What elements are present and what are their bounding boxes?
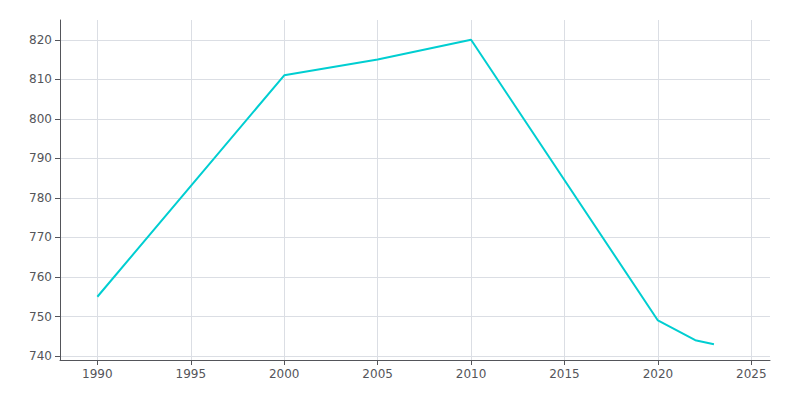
svg-text:2015: 2015 <box>549 367 580 381</box>
svg-text:810: 810 <box>29 72 52 86</box>
svg-text:820: 820 <box>29 33 52 47</box>
svg-text:1990: 1990 <box>82 367 113 381</box>
svg-text:740: 740 <box>29 349 52 363</box>
svg-text:2005: 2005 <box>362 367 393 381</box>
svg-text:770: 770 <box>29 230 52 244</box>
svg-text:750: 750 <box>29 310 52 324</box>
svg-text:790: 790 <box>29 151 52 165</box>
svg-text:2010: 2010 <box>456 367 487 381</box>
svg-text:1995: 1995 <box>176 367 207 381</box>
svg-text:800: 800 <box>29 112 52 126</box>
svg-text:780: 780 <box>29 191 52 205</box>
svg-text:760: 760 <box>29 270 52 284</box>
svg-text:2020: 2020 <box>643 367 674 381</box>
svg-text:2000: 2000 <box>269 367 300 381</box>
svg-text:2025: 2025 <box>736 367 767 381</box>
